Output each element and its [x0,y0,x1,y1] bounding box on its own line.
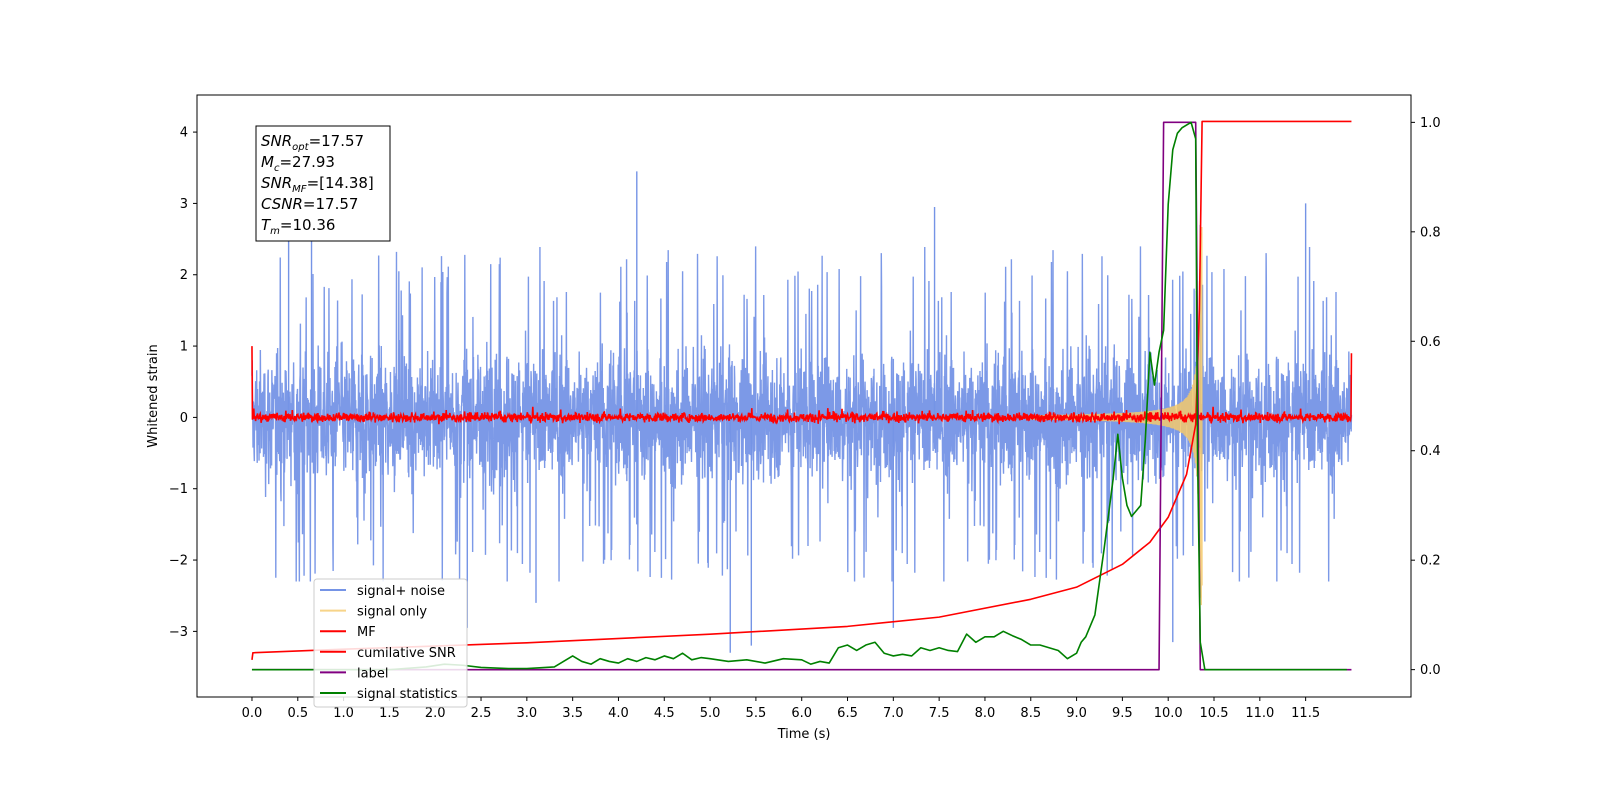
x-tick-label: 5.5 [746,706,767,721]
legend-label: MF [357,625,376,640]
legend-label: signal only [357,605,427,620]
y2-tick-label: 0.0 [1420,663,1441,678]
x-tick-label: 6.0 [791,706,812,721]
x-tick-label: 5.0 [700,706,721,721]
x-tick-label: 11.5 [1291,706,1320,721]
x-tick-label: 0.0 [242,706,263,721]
y-tick-label: 2 [180,268,188,283]
series-mf [251,346,1353,425]
x-tick-label: 0.5 [287,706,308,721]
x-tick-label: 3.0 [516,706,537,721]
y-tick-label: 0 [180,411,188,426]
x-axis: 0.0 0.5 1.0 1.5 2.0 2.5 3.0 3.5 4.0 4.5 5.0 5.5 6.0 6… [242,697,1320,721]
y2-tick-label: 1.0 [1420,116,1441,131]
x-tick-label: 10.0 [1154,706,1183,721]
series-signal-statistics [251,121,1347,671]
y-axis-right: 0.0 0.2 0.4 0.6 0.8 1.0 [1411,116,1441,678]
y-tick-label: −1 [169,482,188,497]
x-tick-label: 2.0 [425,706,446,721]
y-tick-label: −3 [169,625,188,640]
y-axis-left: −3 −2 −1 0 1 2 3 4 [169,126,197,640]
y2-tick-label: 0.2 [1420,554,1441,569]
x-tick-label: 1.5 [379,706,400,721]
legend-label: signal+ noise [357,584,445,599]
y-axis-label: Whitened strain [146,344,161,447]
y2-tick-label: 0.4 [1420,444,1441,459]
series-signal-noise [251,246,1353,582]
x-tick-label: 4.0 [608,706,629,721]
x-tick-label: 3.5 [562,706,583,721]
x-tick-label: 9.0 [1066,706,1087,721]
x-tick-label: 7.5 [929,706,950,721]
series-layer [251,120,1353,671]
y-tick-label: 3 [180,197,188,212]
x-tick-label: 7.0 [883,706,904,721]
x-tick-label: 8.0 [975,706,996,721]
x-tick-label: 1.0 [333,706,354,721]
x-tick-label: 4.5 [654,706,675,721]
x-axis-label: Time (s) [777,727,831,742]
legend: signal+ noise signal only MF cumilative SNR… [313,578,468,708]
y2-tick-label: 0.6 [1420,335,1441,350]
legend-label: signal statistics [357,687,458,702]
info-box: SNRopt=17.57Mc=27.93SNRMF=[14.38]CSNR=17… [255,125,391,242]
info-line: SNRMF=[14.38] [261,174,374,195]
info-line: SNRopt=17.57 [261,132,364,153]
x-tick-label: 11.0 [1245,706,1274,721]
legend-label: cumilative SNR [357,646,456,661]
x-tick-label: 10.5 [1200,706,1229,721]
info-line: CSNR=17.57 [261,195,358,213]
y2-tick-label: 0.8 [1420,225,1441,240]
x-tick-label: 9.5 [1112,706,1133,721]
legend-label: label [357,666,388,681]
plot-area [251,120,1353,671]
x-tick-label: 8.5 [1020,706,1041,721]
plot-frame [196,94,1412,698]
series-cumulative-snr [251,120,1352,661]
y-tick-label: −2 [169,554,188,569]
y-tick-label: 4 [180,126,188,141]
x-tick-label: 6.5 [837,706,858,721]
info-line: Tm=10.36 [261,216,335,237]
info-line: Mc=27.93 [261,153,335,174]
y-tick-label: 1 [180,340,188,355]
x-tick-label: 2.5 [471,706,492,721]
